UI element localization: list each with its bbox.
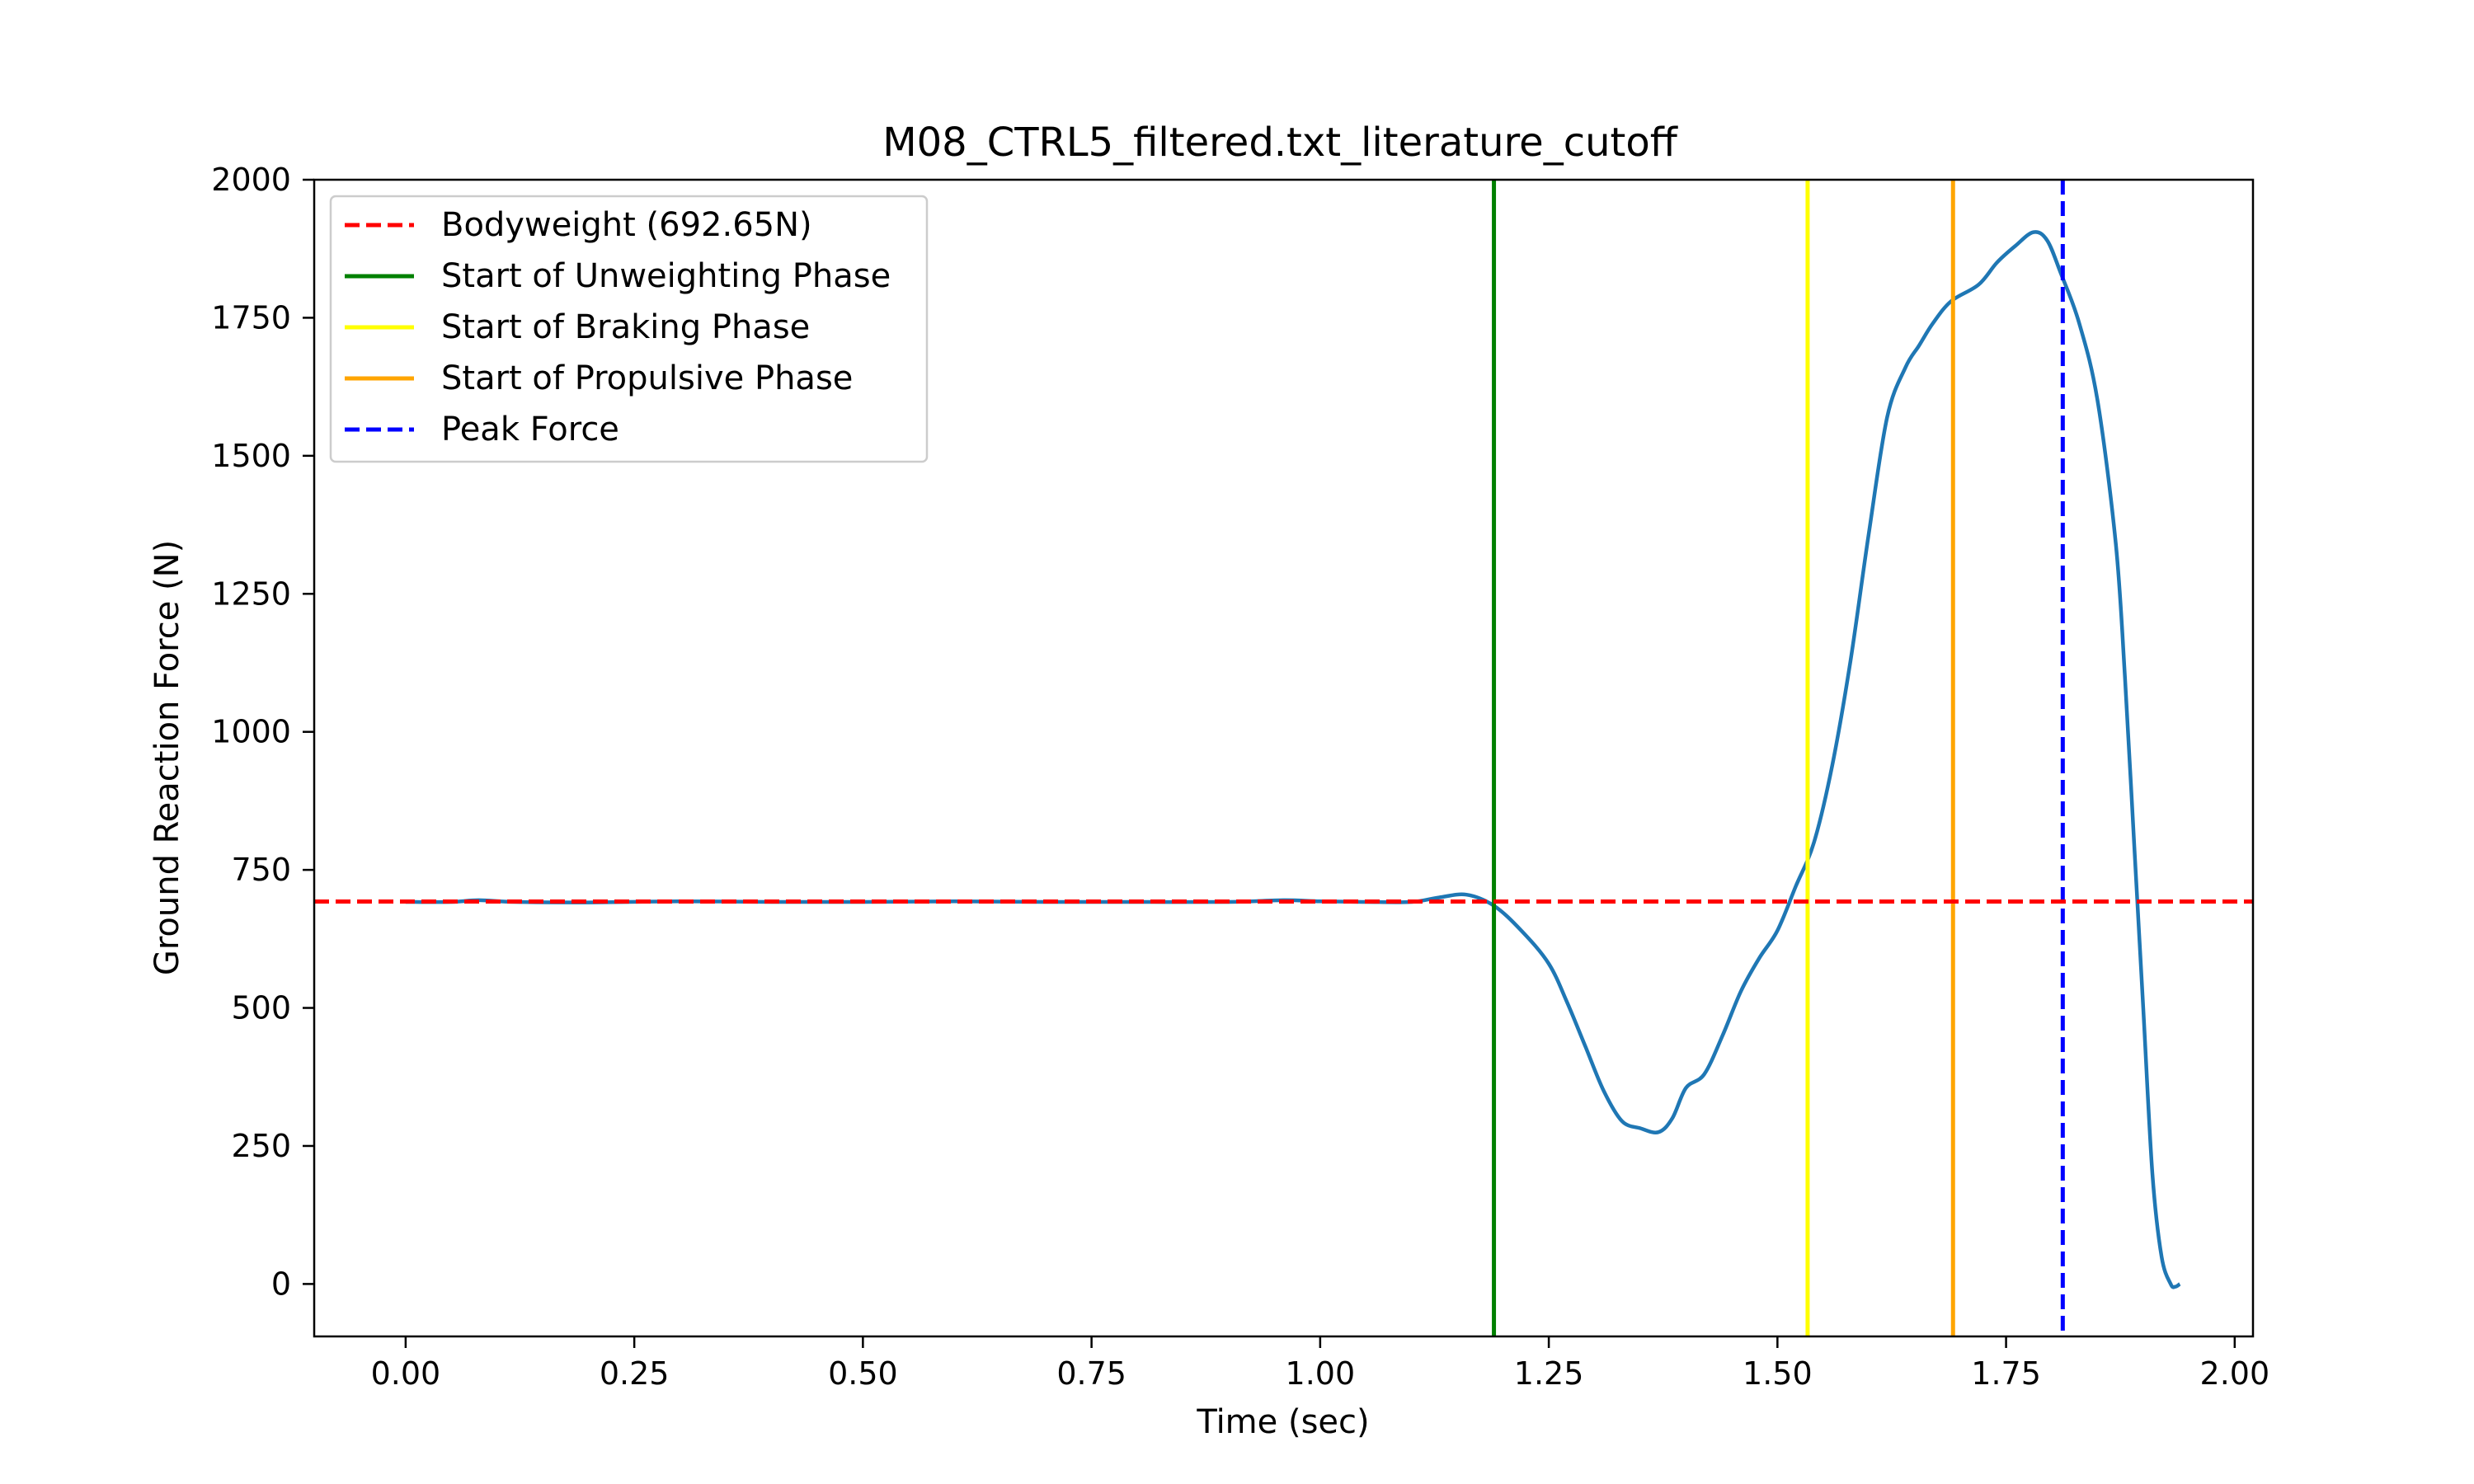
legend-label: Peak Force: [441, 411, 619, 448]
x-axis: 0.00 0.25 0.50 0.75 1.00 1.25 1.50 1.75 2.00: [371, 1336, 2270, 1392]
x-axis-label: Time (sec): [1196, 1403, 1369, 1441]
legend-label: Start of Braking Phase: [441, 308, 810, 346]
x-tick-label: 1.00: [1286, 1355, 1356, 1392]
x-tick-label: 1.25: [1514, 1355, 1584, 1392]
plot-area: [313, 178, 2255, 1338]
x-tick-label: 1.50: [1743, 1355, 1813, 1392]
legend-label: Start of Propulsive Phase: [441, 359, 853, 397]
x-tick-label: 2.00: [2200, 1355, 2270, 1392]
y-tick-label: 0: [271, 1266, 291, 1302]
y-tick-label: 750: [231, 852, 291, 888]
x-tick-label: 1.75: [1971, 1355, 2041, 1392]
y-tick-label: 1250: [211, 575, 291, 612]
y-tick-label: 1000: [211, 714, 291, 750]
legend: Bodyweight (692.65N) Start of Unweighting…: [329, 195, 929, 463]
x-tick-label: 0.00: [371, 1355, 441, 1392]
y-axis-label: Ground Reaction Force (N): [148, 540, 186, 975]
plot-frame: [313, 178, 2255, 1338]
chart-title: M08_CTRL5_filtered.txt_literature_cutoff: [882, 120, 1677, 166]
legend-label: Bodyweight (692.65N): [441, 206, 812, 244]
legend-label: Start of Unweighting Phase: [441, 257, 891, 295]
y-tick-label: 1500: [211, 438, 291, 474]
y-axis: 0 250 500 750 1000 1250 1500 1750 2000: [211, 162, 314, 1302]
legend-box: [329, 195, 929, 463]
reference-lines: [314, 180, 2253, 1336]
x-tick-label: 0.25: [600, 1355, 670, 1392]
legend-items: Bodyweight (692.65N) Start of Unweighting…: [345, 206, 891, 448]
x-tick-label: 0.75: [1056, 1355, 1126, 1392]
y-tick-label: 500: [231, 990, 291, 1026]
y-tick-label: 250: [231, 1128, 291, 1164]
y-tick-label: 1750: [211, 299, 291, 336]
x-tick-label: 0.50: [828, 1355, 898, 1392]
y-tick-label: 2000: [211, 162, 291, 198]
